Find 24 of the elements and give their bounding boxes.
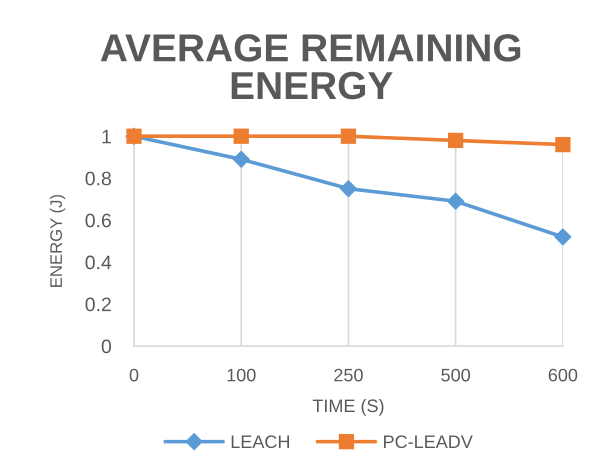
point: [554, 228, 572, 246]
point: [448, 132, 464, 148]
legend-label: LEACH: [232, 435, 289, 448]
x-tick-label: 100: [228, 368, 256, 382]
x-axis-title: TIME (S): [312, 398, 384, 416]
y-tick-label: 0.2: [86, 298, 111, 312]
point: [234, 128, 249, 144]
y-tick-label: 0: [102, 339, 112, 354]
x-tick-label: 500: [441, 368, 470, 382]
y-axis-title: ENERGY (J): [50, 195, 66, 287]
y-tick-label: 0.4: [86, 256, 112, 270]
point: [555, 136, 571, 152]
x-tick-label: 0: [130, 368, 138, 382]
point: [340, 180, 358, 198]
point: [232, 150, 250, 168]
x-tick-label: 600: [548, 368, 578, 382]
point: [340, 128, 356, 144]
x-tick-label: 250: [334, 368, 363, 382]
y-tick-label: 0.6: [86, 214, 111, 228]
legend-label: PC-LEADV: [384, 435, 473, 448]
point: [446, 192, 464, 210]
chart-title: AVERAGE REMAINING ENERGY: [100, 34, 520, 100]
y-tick-label: 1: [102, 130, 111, 144]
y-tick-label: 0.8: [86, 172, 111, 186]
